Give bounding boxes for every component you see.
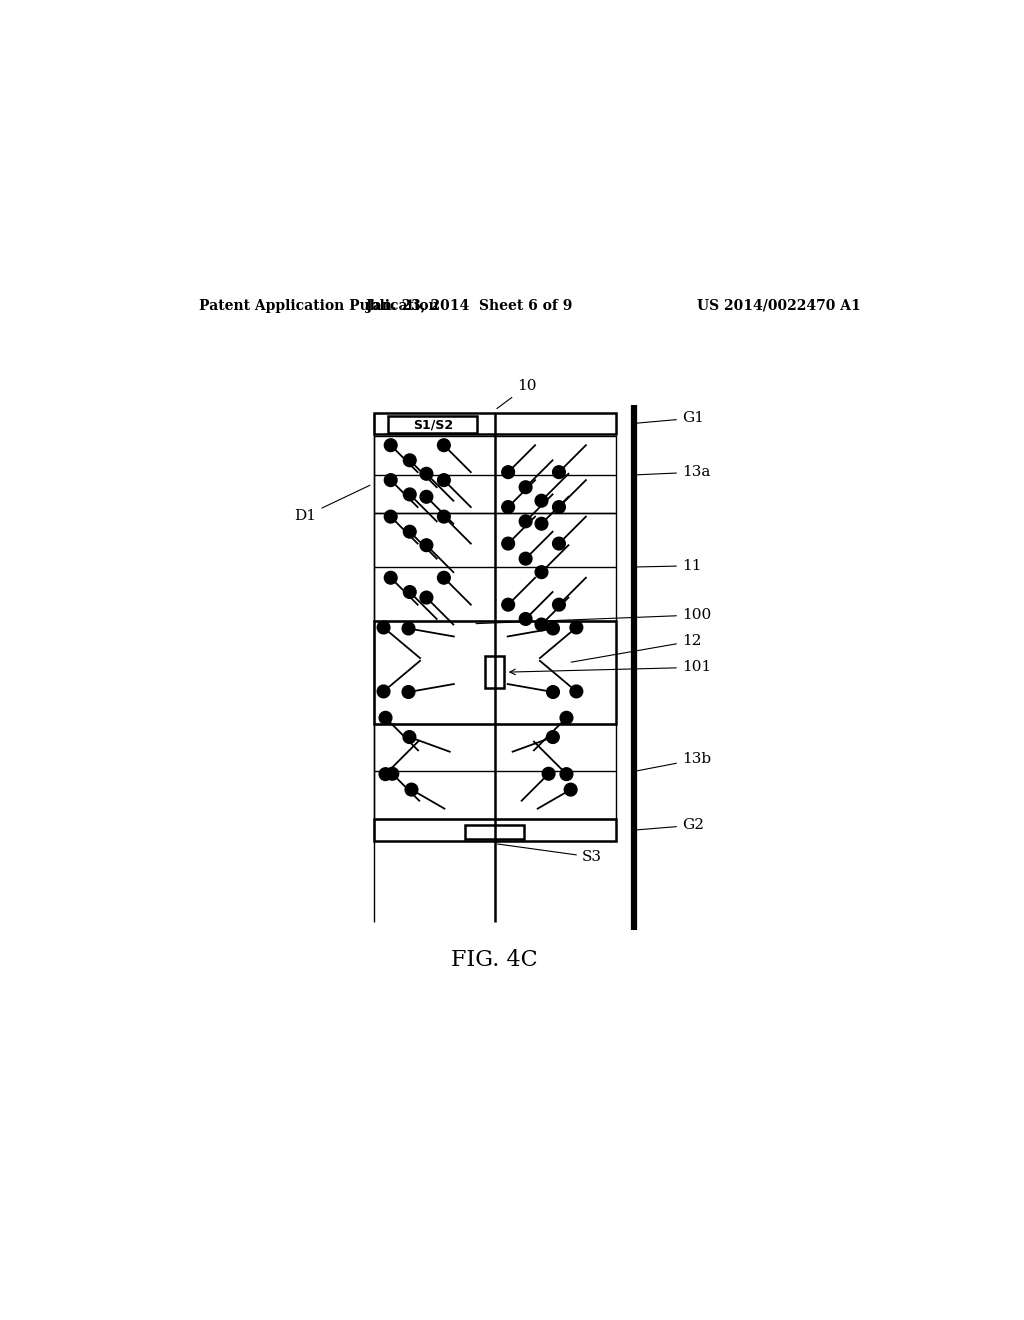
Text: 11: 11 bbox=[637, 558, 701, 573]
Circle shape bbox=[403, 488, 416, 500]
Circle shape bbox=[560, 768, 572, 780]
Circle shape bbox=[543, 767, 555, 780]
Circle shape bbox=[384, 474, 397, 487]
Circle shape bbox=[403, 586, 416, 598]
Circle shape bbox=[379, 768, 392, 780]
Bar bbox=[374, 437, 616, 513]
Circle shape bbox=[402, 622, 415, 635]
Circle shape bbox=[553, 500, 565, 513]
Circle shape bbox=[536, 618, 548, 631]
Circle shape bbox=[377, 685, 390, 698]
Circle shape bbox=[437, 511, 451, 523]
Circle shape bbox=[437, 572, 451, 583]
Bar bbox=[374, 818, 616, 841]
Circle shape bbox=[519, 552, 531, 565]
Circle shape bbox=[553, 537, 565, 550]
Text: D1: D1 bbox=[295, 486, 370, 523]
Text: Patent Application Publication: Patent Application Publication bbox=[200, 298, 439, 313]
Bar bbox=[374, 620, 616, 723]
Text: 100: 100 bbox=[476, 609, 712, 623]
Circle shape bbox=[553, 466, 565, 478]
Text: G2: G2 bbox=[637, 818, 703, 833]
Circle shape bbox=[547, 622, 559, 635]
Circle shape bbox=[384, 511, 397, 523]
Circle shape bbox=[403, 731, 416, 743]
Bar bbox=[485, 656, 504, 688]
Circle shape bbox=[570, 622, 583, 634]
Circle shape bbox=[386, 767, 398, 780]
Text: S1/S2: S1/S2 bbox=[413, 418, 453, 432]
Text: US 2014/0022470 A1: US 2014/0022470 A1 bbox=[697, 298, 860, 313]
Bar bbox=[388, 416, 477, 433]
Circle shape bbox=[547, 685, 559, 698]
Circle shape bbox=[403, 454, 416, 467]
Circle shape bbox=[536, 517, 548, 531]
Circle shape bbox=[519, 480, 531, 494]
Text: 13a: 13a bbox=[637, 465, 711, 479]
Circle shape bbox=[379, 711, 392, 725]
Bar bbox=[374, 723, 616, 818]
Circle shape bbox=[403, 525, 416, 539]
Bar bbox=[374, 513, 616, 620]
Circle shape bbox=[564, 783, 577, 796]
Circle shape bbox=[553, 598, 565, 611]
Circle shape bbox=[519, 515, 531, 528]
Circle shape bbox=[502, 537, 514, 550]
Circle shape bbox=[502, 500, 514, 513]
Circle shape bbox=[420, 539, 433, 552]
Circle shape bbox=[536, 495, 548, 507]
Bar bbox=[374, 413, 616, 434]
Circle shape bbox=[519, 612, 531, 626]
Circle shape bbox=[547, 731, 559, 743]
Circle shape bbox=[502, 466, 514, 478]
Text: G1: G1 bbox=[637, 411, 703, 425]
Circle shape bbox=[402, 685, 415, 698]
Circle shape bbox=[437, 474, 451, 487]
Circle shape bbox=[420, 467, 433, 480]
Circle shape bbox=[377, 622, 390, 634]
Text: 12: 12 bbox=[571, 634, 701, 663]
Text: FIG. 4C: FIG. 4C bbox=[452, 949, 538, 972]
Text: S3: S3 bbox=[498, 843, 602, 865]
Circle shape bbox=[384, 438, 397, 451]
Bar bbox=[465, 825, 524, 838]
Circle shape bbox=[384, 572, 397, 583]
Circle shape bbox=[406, 783, 418, 796]
Circle shape bbox=[437, 438, 451, 451]
Circle shape bbox=[560, 711, 572, 725]
Text: 101: 101 bbox=[510, 660, 712, 675]
Circle shape bbox=[420, 591, 433, 605]
Text: 13b: 13b bbox=[637, 752, 711, 771]
Circle shape bbox=[502, 598, 514, 611]
Text: 10: 10 bbox=[497, 379, 537, 409]
Circle shape bbox=[570, 685, 583, 698]
Circle shape bbox=[420, 491, 433, 503]
Text: Jan. 23, 2014  Sheet 6 of 9: Jan. 23, 2014 Sheet 6 of 9 bbox=[366, 298, 572, 313]
Circle shape bbox=[536, 566, 548, 578]
